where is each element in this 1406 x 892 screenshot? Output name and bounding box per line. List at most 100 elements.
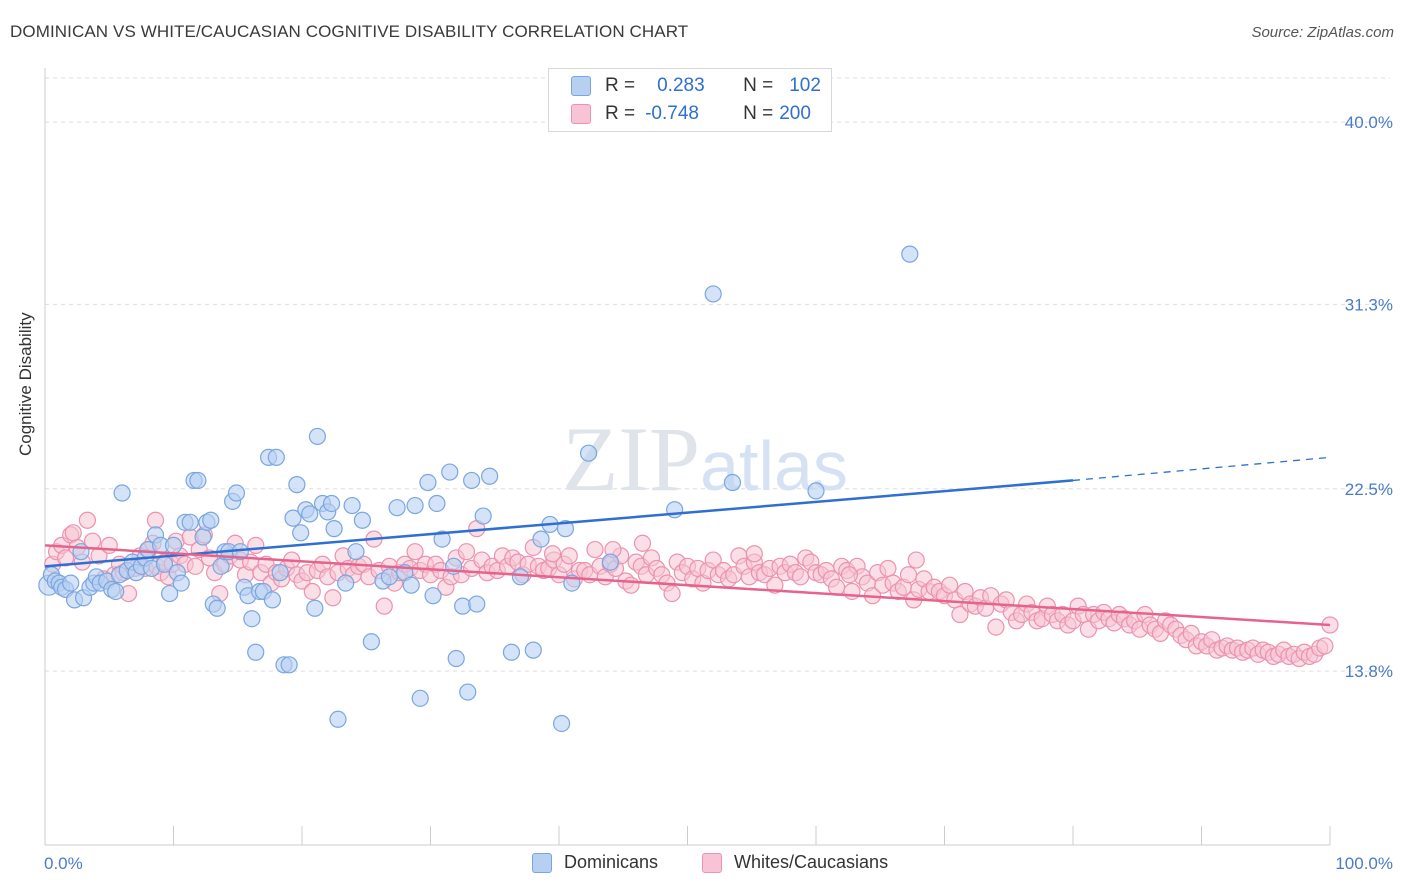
legend-label-dominicans: Dominicans [564, 852, 659, 872]
legend-r-label: R = [605, 103, 636, 124]
dominicans-point [271, 564, 289, 582]
dominicans-point [322, 494, 341, 513]
dominicans-point [428, 494, 446, 513]
legend-r-label: R = [605, 75, 636, 96]
y-tick-label: 22.5% [1345, 480, 1393, 499]
y-axis-label: Cognitive Disability [16, 312, 35, 456]
y-tick-label: 31.3% [1345, 295, 1393, 314]
x-tick-label: 100.0% [1335, 854, 1393, 873]
legend-item-dominicans: Dominicans [532, 852, 658, 873]
legend-swatch-pink [571, 104, 591, 124]
dominicans-point [347, 543, 365, 561]
dominicans-point [441, 463, 459, 481]
dominicans-point [202, 511, 220, 529]
whites-point [663, 584, 681, 603]
y-tick-label: 40.0% [1345, 113, 1393, 132]
dominicans-point [552, 714, 571, 733]
legend-n-label: N = [743, 103, 774, 124]
whites-point [375, 597, 393, 615]
dominicans-point [353, 511, 371, 529]
dominicans-point [308, 427, 327, 446]
dominicans-point [388, 499, 406, 517]
dominicans-point [468, 595, 486, 613]
dominicans-point [511, 568, 530, 586]
dominicans-point [288, 476, 306, 494]
legend-n-label: N = [743, 75, 774, 96]
dominicans-point [306, 599, 324, 617]
whites-point [56, 549, 75, 567]
dominicans-point [502, 643, 521, 661]
dominicans-point [454, 597, 472, 615]
whites-point [622, 576, 640, 594]
whites-point [146, 511, 165, 529]
x-tick-label: 0.0% [44, 854, 83, 873]
whites-point [303, 582, 321, 601]
dominicans-point [113, 484, 131, 502]
legend-item-whites: Whites/Caucasians [702, 852, 888, 873]
dominicans-point [292, 524, 310, 542]
dominicans-point [343, 496, 361, 515]
dominicans-point [433, 530, 451, 548]
whites-point [907, 551, 925, 569]
whites-trend-line [44, 544, 1331, 627]
legend-label-whites: Whites/Caucasians [734, 852, 889, 872]
dominicans-point [243, 610, 261, 628]
whites-point [64, 524, 82, 542]
watermark-atlas: atlas [700, 427, 848, 505]
dominicans-point [419, 473, 437, 492]
y-tick-label: 13.8% [1345, 662, 1393, 681]
dominicans-point [524, 641, 542, 659]
dominicans-point [161, 584, 179, 603]
whites-point [324, 589, 342, 607]
series-dominicans-points [38, 245, 919, 733]
dominicans-point [532, 530, 550, 548]
dominicans-trend-extension [1072, 456, 1331, 482]
source-label: Source: ZipAtlas.com [1251, 24, 1394, 41]
whites-point [406, 543, 424, 561]
dominicans-point [556, 520, 575, 538]
whites-point [633, 534, 652, 552]
chart-title: DOMINICAN VS WHITE/CAUCASIAN COGNITIVE D… [10, 22, 689, 41]
whites-point [745, 545, 763, 563]
stats-legend: R = 0.283 N = 102 R = -0.748 N = 200 [548, 68, 832, 132]
legend-row-whites: R = -0.748 N = 200 [571, 101, 811, 127]
axes [44, 68, 1331, 846]
dominicans-point [481, 467, 499, 485]
whites-point [941, 576, 959, 594]
dominicans-point [447, 649, 465, 668]
legend-swatch-dominicans [532, 852, 552, 873]
whites-point [879, 559, 897, 578]
dominicans-point [337, 574, 355, 592]
whites-point [100, 536, 118, 554]
dominicans-point [723, 473, 742, 492]
dominicans-point [212, 557, 230, 575]
dominicans-point [325, 520, 343, 538]
whites-point [186, 557, 204, 575]
dominicans-point [807, 482, 825, 500]
whites-point [840, 566, 859, 584]
dominicans-point [263, 591, 282, 609]
dominicans-point [579, 444, 598, 462]
whites-point [586, 540, 604, 559]
dominicans-point [172, 574, 190, 592]
whites-point [843, 582, 861, 601]
dominicans-point [247, 643, 265, 661]
dominicans-point [164, 536, 183, 554]
tick-labels: 13.8% 22.5% 31.3% 40.0% 0.0% 100.0% [44, 113, 1393, 873]
dominicans-point [601, 553, 620, 571]
dominicans-point [194, 528, 212, 546]
whites-point [791, 568, 810, 586]
legend-swatch-whites [702, 852, 722, 873]
whites-point [560, 547, 578, 565]
legend-swatch-blue [571, 76, 591, 96]
dominicans-point [463, 471, 481, 490]
whites-point [1316, 637, 1334, 655]
dominicans-point [380, 568, 398, 586]
dominicans-point [406, 496, 424, 515]
legend-row-dominicans: R = 0.283 N = 102 [571, 73, 821, 99]
whites-point [457, 543, 476, 561]
dominicans-trend-line [44, 479, 1074, 568]
trend-lines [44, 456, 1331, 627]
dominicans-point [227, 484, 246, 502]
